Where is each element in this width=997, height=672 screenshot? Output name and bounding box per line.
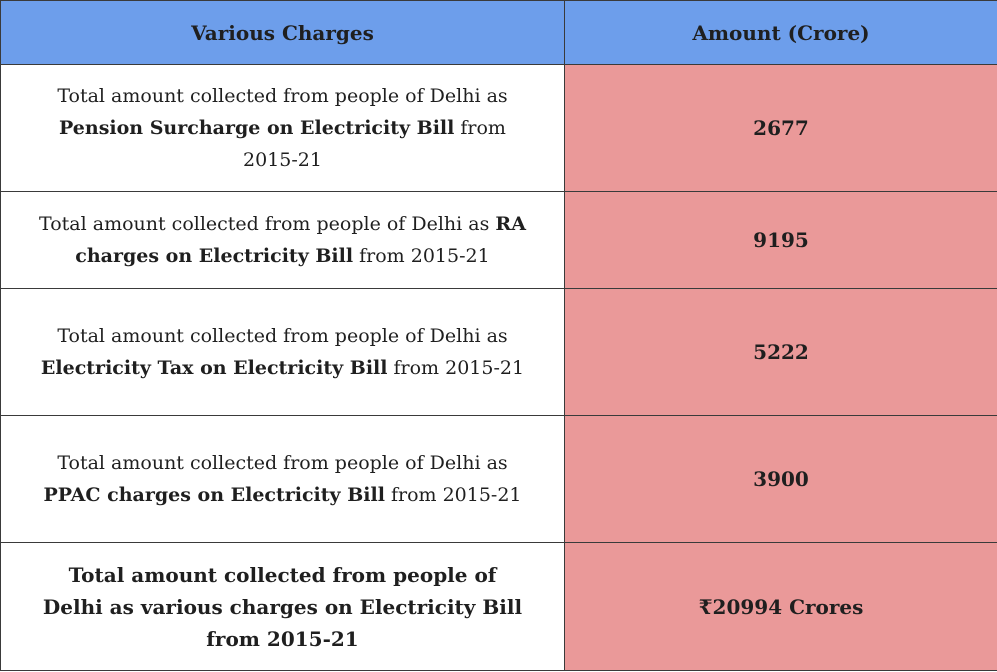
- total-description: Total amount collected from people of De…: [0, 542, 565, 671]
- charge-name: Electricity Tax on Electricity Bill: [40, 357, 388, 379]
- header-amount: Amount (Crore): [564, 0, 997, 65]
- total-label: Total amount collected from people of De…: [42, 562, 523, 651]
- header-various-charges: Various Charges: [0, 0, 565, 65]
- table-row: Total amount collected from people of De…: [0, 64, 997, 192]
- total-amount: ₹20994 Crores: [564, 542, 997, 671]
- charge-prefix: Total amount collected from people of De…: [39, 213, 490, 235]
- charge-suffix: from 2015-21: [353, 245, 490, 267]
- charge-suffix: from 2015-21: [384, 484, 522, 506]
- charge-suffix: from 2015-21: [387, 357, 525, 379]
- charge-name: PPAC charges on Electricity Bill: [43, 484, 385, 506]
- table-row: Total amount collected from people of De…: [0, 288, 997, 416]
- charge-description: Total amount collected from people of De…: [0, 415, 565, 543]
- charge-prefix: Total amount collected from people of De…: [57, 85, 508, 107]
- charge-name: RA charges on Electricity Bill: [75, 213, 526, 267]
- charge-suffix: from 2015-21: [243, 117, 506, 171]
- table-row: Total amount collected from people of De…: [0, 415, 997, 543]
- charge-prefix: Total amount collected from people of De…: [57, 452, 508, 474]
- charge-amount: 5222: [564, 288, 997, 416]
- total-row: Total amount collected from people of De…: [0, 542, 997, 671]
- charge-amount: 3900: [564, 415, 997, 543]
- header-row: Various Charges Amount (Crore): [0, 0, 997, 65]
- charge-amount: 9195: [564, 191, 997, 289]
- charge-amount: 2677: [564, 64, 997, 192]
- charge-prefix: Total amount collected from people of De…: [57, 325, 508, 347]
- charge-description: Total amount collected from people of De…: [0, 64, 565, 192]
- charge-description: Total amount collected from people of De…: [0, 288, 565, 416]
- charge-name: Pension Surcharge on Electricity Bill: [59, 117, 455, 139]
- table-row: Total amount collected from people of De…: [0, 191, 997, 289]
- charge-description: Total amount collected from people of De…: [0, 191, 565, 289]
